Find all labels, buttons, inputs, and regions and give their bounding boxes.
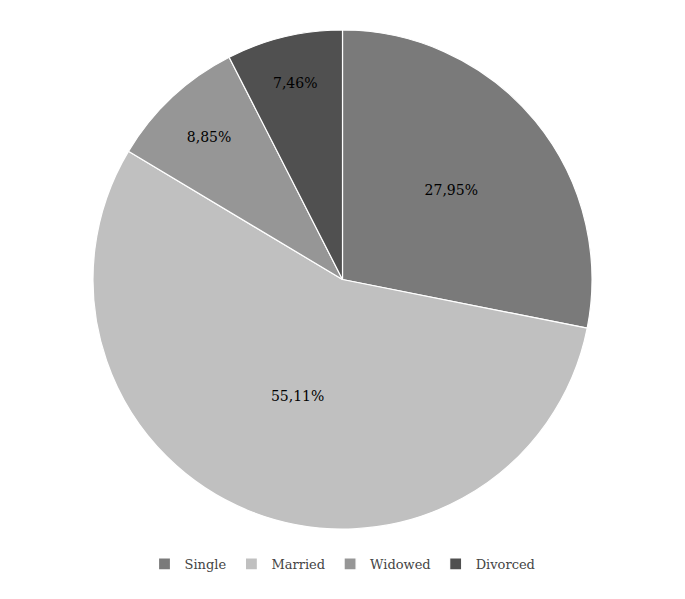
svg-text:Divorced: Divorced (476, 557, 535, 572)
svg-text:27,95%: 27,95% (425, 182, 478, 198)
svg-text:Married: Married (271, 557, 325, 572)
svg-text:8,85%: 8,85% (187, 129, 231, 145)
svg-text:Widowed: Widowed (370, 557, 431, 572)
svg-text:55,11%: 55,11% (271, 388, 324, 404)
svg-text:7,46%: 7,46% (273, 75, 317, 91)
svg-text:Single: Single (185, 557, 227, 572)
